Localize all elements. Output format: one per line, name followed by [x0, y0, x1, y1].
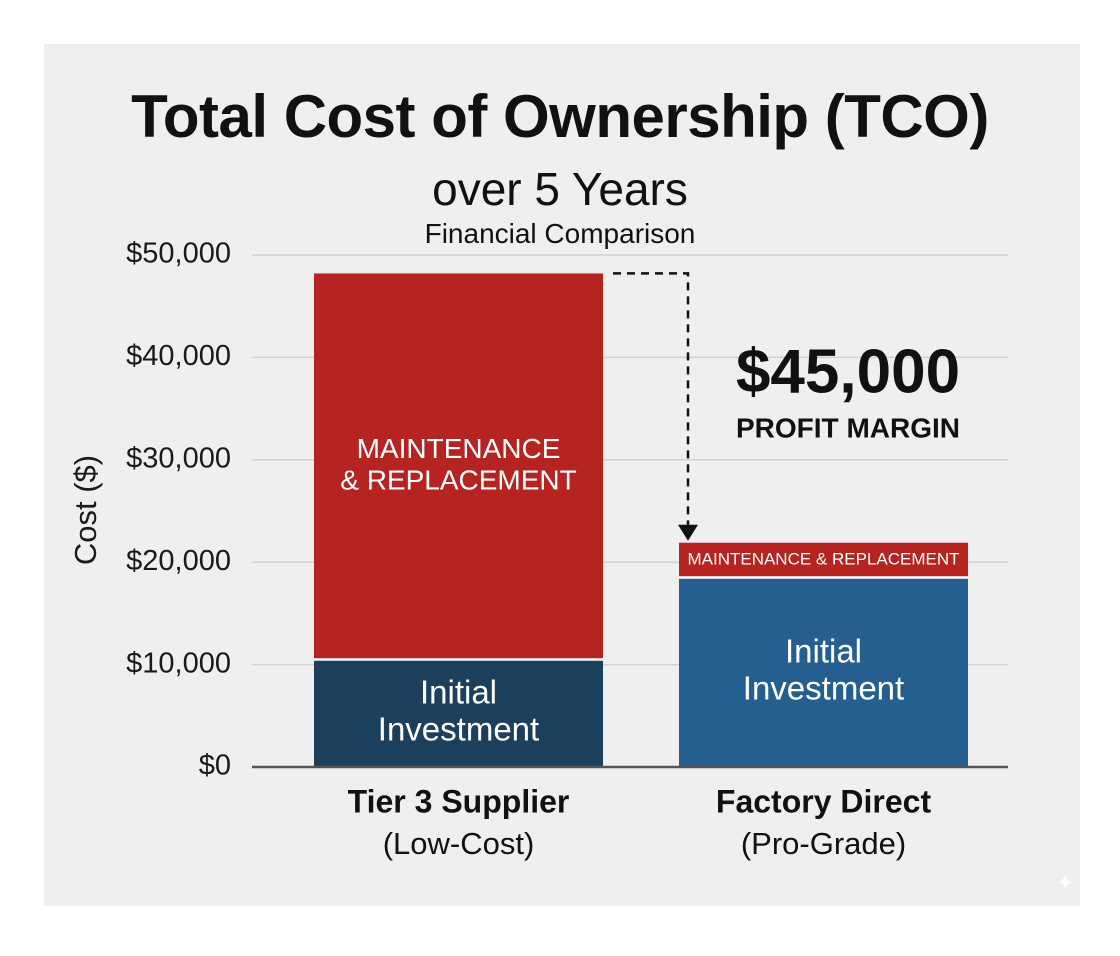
- category-label: Tier 3 Supplier: [348, 783, 570, 819]
- arrow-head-icon: [678, 524, 698, 541]
- y-tick-label: $30,000: [126, 442, 231, 474]
- segment-label-initial-investment: Investment: [378, 710, 539, 747]
- category-sublabel: (Low-Cost): [383, 826, 535, 861]
- category-sublabel: (Pro-Grade): [741, 826, 906, 861]
- segment-label-initial-investment: Initial: [785, 633, 862, 670]
- profit-value: $45,000: [736, 337, 960, 406]
- y-tick-label: $20,000: [126, 545, 231, 577]
- x-axis-categories: Tier 3 Supplier (Low-Cost) Factory Direct (…: [348, 783, 932, 861]
- y-tick-label: $40,000: [126, 340, 231, 372]
- profit-annotation: $45,000 PROFIT MARGIN: [613, 272, 960, 541]
- segment-label-initial-investment: Investment: [743, 669, 904, 706]
- bar-segment-maintenance: [679, 542, 968, 578]
- category-label: Factory Direct: [716, 783, 932, 819]
- segment-label-maintenance: MAINTENANCE & REPLACEMENT: [687, 550, 959, 569]
- segment-label-maintenance: & REPLACEMENT: [340, 465, 577, 496]
- profit-label: PROFIT MARGIN: [736, 412, 960, 443]
- y-tick-label: $0: [199, 750, 231, 782]
- bar-segment-initial-investment: [314, 659, 603, 767]
- profit-arrow-line: [613, 272, 690, 527]
- chart-subtitle-secondary: Financial Comparison: [424, 218, 696, 249]
- y-axis-label: Cost ($): [68, 455, 103, 565]
- chart-subtitle: over 5 Years: [432, 163, 688, 215]
- sparkle-icon: ✦: [1055, 870, 1075, 895]
- segment-label-initial-investment: Initial: [420, 673, 497, 710]
- bar-segment-initial-investment: [679, 577, 968, 767]
- segment-label-maintenance: MAINTENANCE: [357, 433, 561, 464]
- bar-segment-maintenance: [314, 273, 603, 660]
- y-tick-label: $10,000: [126, 647, 231, 679]
- y-axis-ticks: $0 $10,000 $20,000 $30,000 $40,000 $50,000: [126, 238, 231, 782]
- y-tick-label: $50,000: [126, 238, 231, 270]
- chart-title: Total Cost of Ownership (TCO): [131, 83, 989, 150]
